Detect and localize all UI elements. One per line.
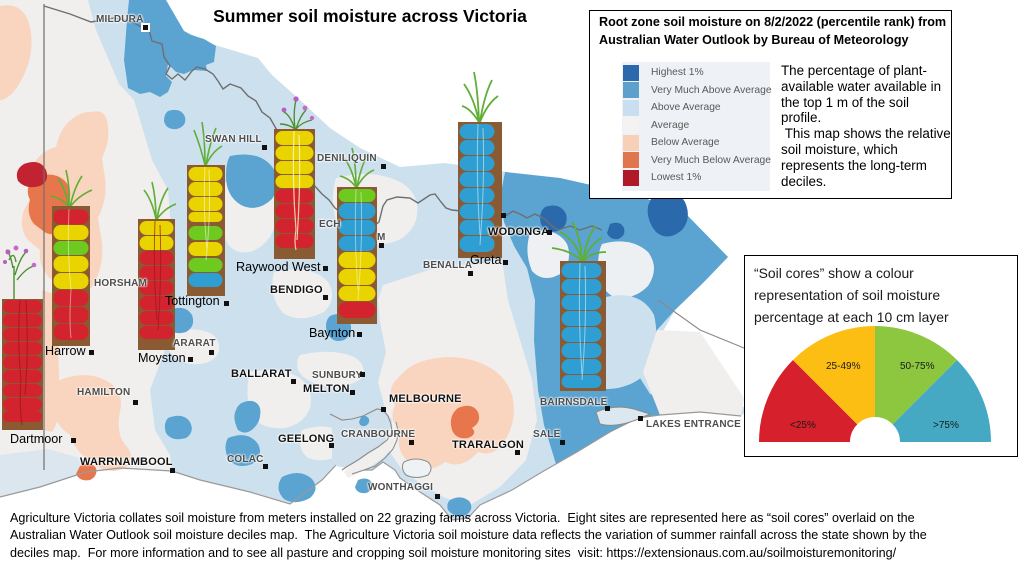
svg-text:50-75%: 50-75% — [900, 361, 935, 372]
svg-text:<25%: <25% — [790, 420, 816, 431]
svg-text:>75%: >75% — [933, 420, 959, 431]
svg-text:25-49%: 25-49% — [826, 361, 861, 372]
